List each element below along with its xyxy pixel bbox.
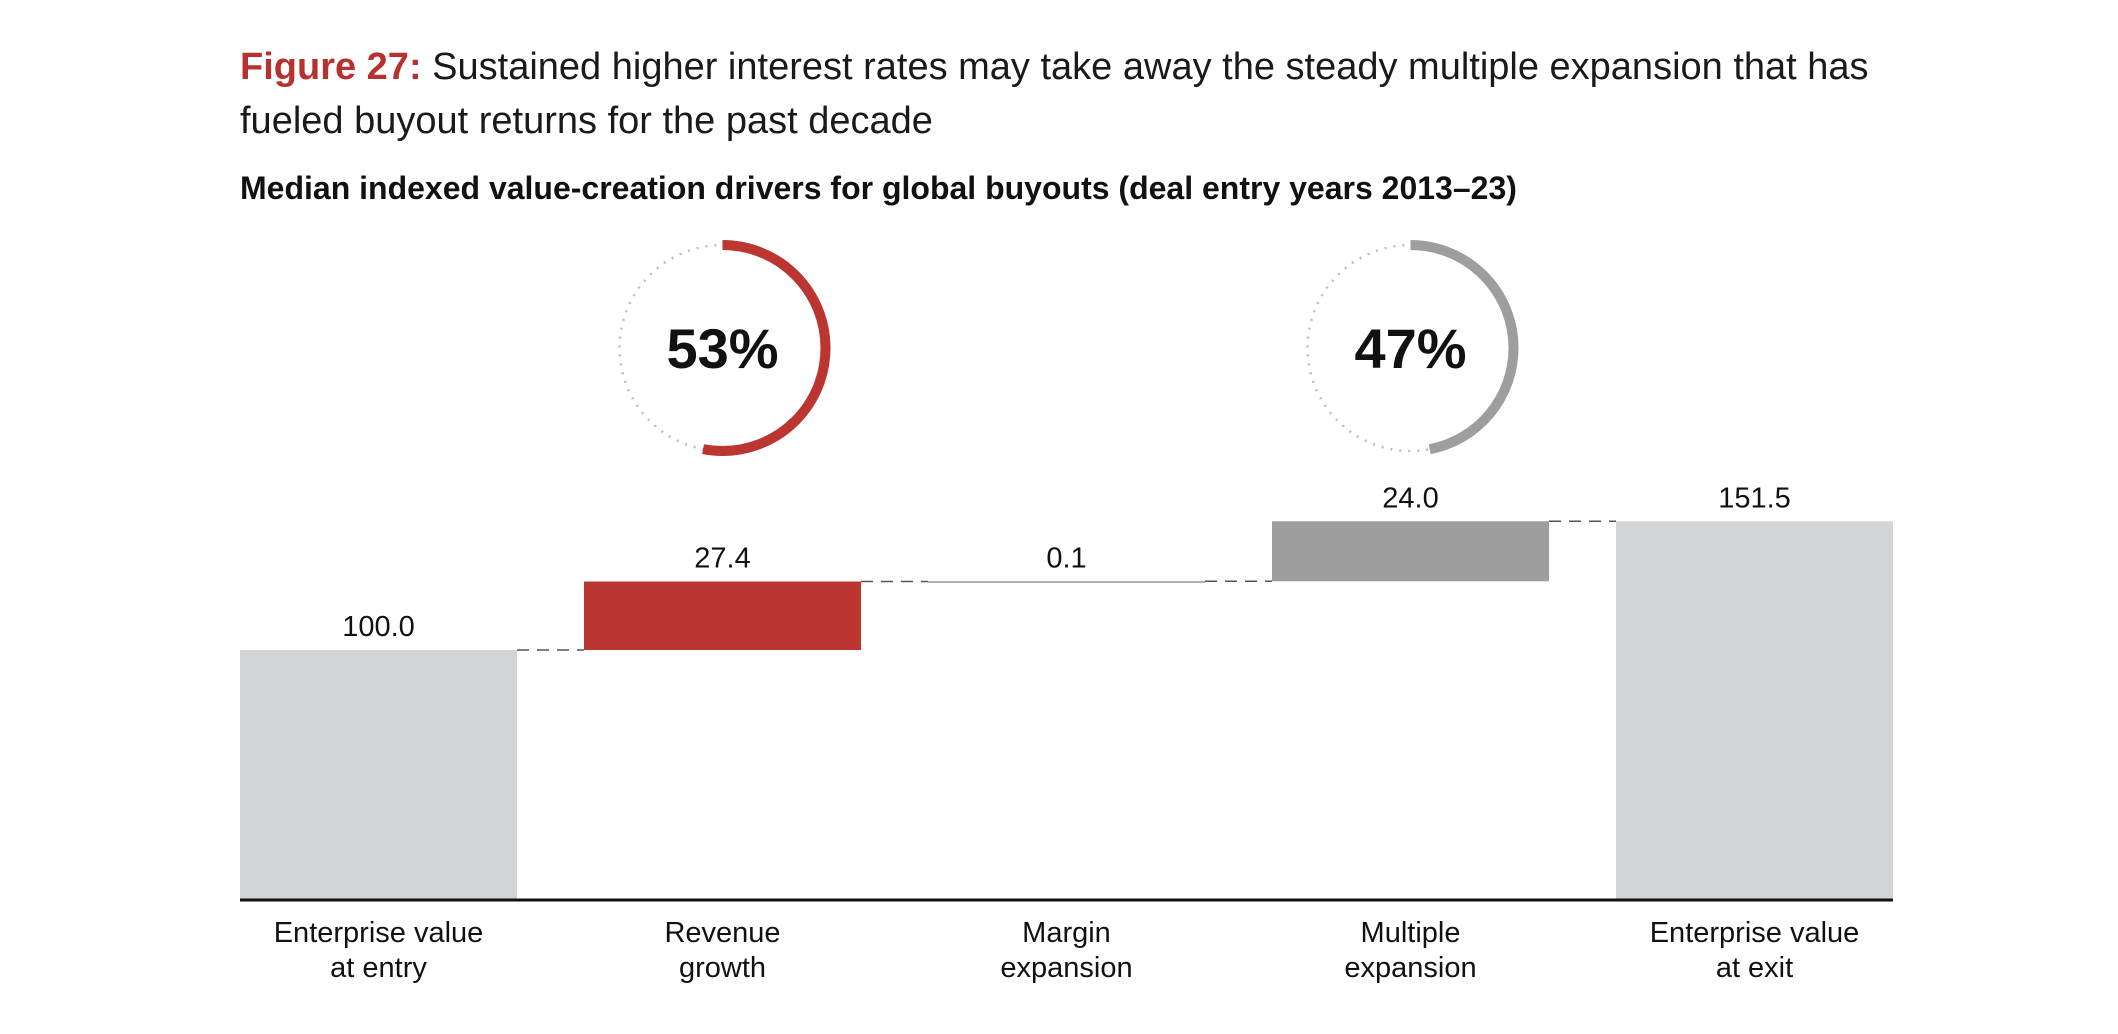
- value-label-1: 100.0: [342, 611, 415, 643]
- category-label-3-2: expansion: [1000, 952, 1132, 984]
- category-label-4-1: Multiple: [1361, 917, 1461, 949]
- bar-5: [1616, 521, 1893, 900]
- bar-3: [928, 581, 1205, 583]
- chart-title: Median indexed value-creation drivers fo…: [240, 170, 1517, 206]
- category-label-2-1: Revenue: [664, 917, 780, 949]
- figure-text: Sustained higher interest rates may take…: [240, 46, 1869, 142]
- value-label-5: 151.5: [1718, 482, 1791, 514]
- figure-label: Figure 27:: [240, 46, 422, 88]
- bar-4: [1272, 521, 1549, 582]
- value-label-3: 0.1: [1046, 542, 1086, 574]
- category-label-4-2: expansion: [1344, 952, 1476, 984]
- figure-heading: Figure 27: Sustained higher interest rat…: [240, 40, 1940, 148]
- bar-1: [240, 650, 517, 900]
- bar-2: [584, 581, 861, 650]
- category-label-5-1: Enterprise value: [1650, 917, 1860, 949]
- donut-track-1: [618, 243, 827, 453]
- donut-arc-1: [614, 240, 831, 456]
- value-label-2: 27.4: [694, 543, 750, 575]
- category-label-5-2: at exit: [1716, 952, 1793, 984]
- donut-arc-2: [1302, 240, 1519, 456]
- category-label-1-1: Enterprise value: [274, 917, 484, 949]
- donut-percent-1: 53%: [666, 317, 778, 380]
- value-label-4: 24.0: [1382, 482, 1438, 514]
- category-label-3-1: Margin: [1022, 917, 1111, 949]
- donut-track-2: [1306, 243, 1515, 453]
- category-label-1-2: at entry: [330, 952, 427, 984]
- donut-percent-2: 47%: [1354, 317, 1466, 380]
- category-label-2-2: growth: [679, 952, 766, 984]
